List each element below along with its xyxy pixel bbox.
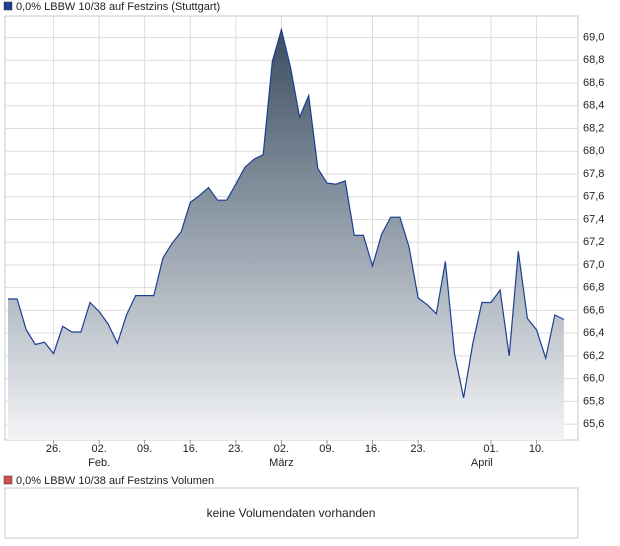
y-tick-label: 66,4 [583, 327, 604, 339]
volume-title: 0,0% LBBW 10/38 auf Festzins Volumen [16, 475, 214, 487]
y-tick-label: 66,8 [583, 282, 604, 294]
x-tick-label: 01. [483, 443, 498, 455]
x-tick-label: 02. [91, 443, 106, 455]
legend-swatch [3, 475, 13, 485]
y-tick-label: 65,8 [583, 395, 604, 407]
x-tick-label: 10. [529, 443, 544, 455]
y-tick-label: 67,6 [583, 191, 604, 203]
x-tick-label: 23. [410, 443, 425, 455]
y-tick-label: 68,6 [583, 77, 604, 89]
legend-label: 0,0% LBBW 10/38 auf Festzins (Stuttgart) [16, 1, 220, 13]
y-tick-label: 68,8 [583, 54, 604, 66]
y-tick-label: 68,4 [583, 100, 604, 112]
y-tick-label: 68,0 [583, 145, 604, 157]
x-tick-label: 16. [183, 443, 198, 455]
y-tick-label: 69,0 [583, 32, 604, 44]
y-tick-label: 67,0 [583, 259, 604, 271]
x-tick-label: 16. [365, 443, 380, 455]
y-tick-label: 67,2 [583, 236, 604, 248]
legend-swatch [3, 1, 13, 11]
volume-message: keine Volumendaten vorhanden [207, 506, 376, 520]
volume-frame [4, 487, 579, 539]
x-tick-label: 02. [274, 443, 289, 455]
x-group-label: April [471, 457, 493, 469]
area-fill [8, 29, 564, 440]
y-tick-label: 65,6 [583, 418, 604, 430]
x-tick-label: 09. [137, 443, 152, 455]
y-tick-label: 66,2 [583, 350, 604, 362]
x-tick-label: 23. [228, 443, 243, 455]
y-tick-label: 66,0 [583, 373, 604, 385]
x-group-label: Feb. [88, 457, 110, 469]
price-line [8, 27, 565, 399]
y-tick-label: 67,8 [583, 168, 604, 180]
y-tick-label: 66,6 [583, 304, 604, 316]
x-tick-label: 09. [319, 443, 334, 455]
x-group-label: März [269, 457, 293, 469]
y-tick-label: 67,4 [583, 213, 604, 225]
y-tick-label: 68,2 [583, 122, 604, 134]
x-tick-label: 26. [46, 443, 61, 455]
